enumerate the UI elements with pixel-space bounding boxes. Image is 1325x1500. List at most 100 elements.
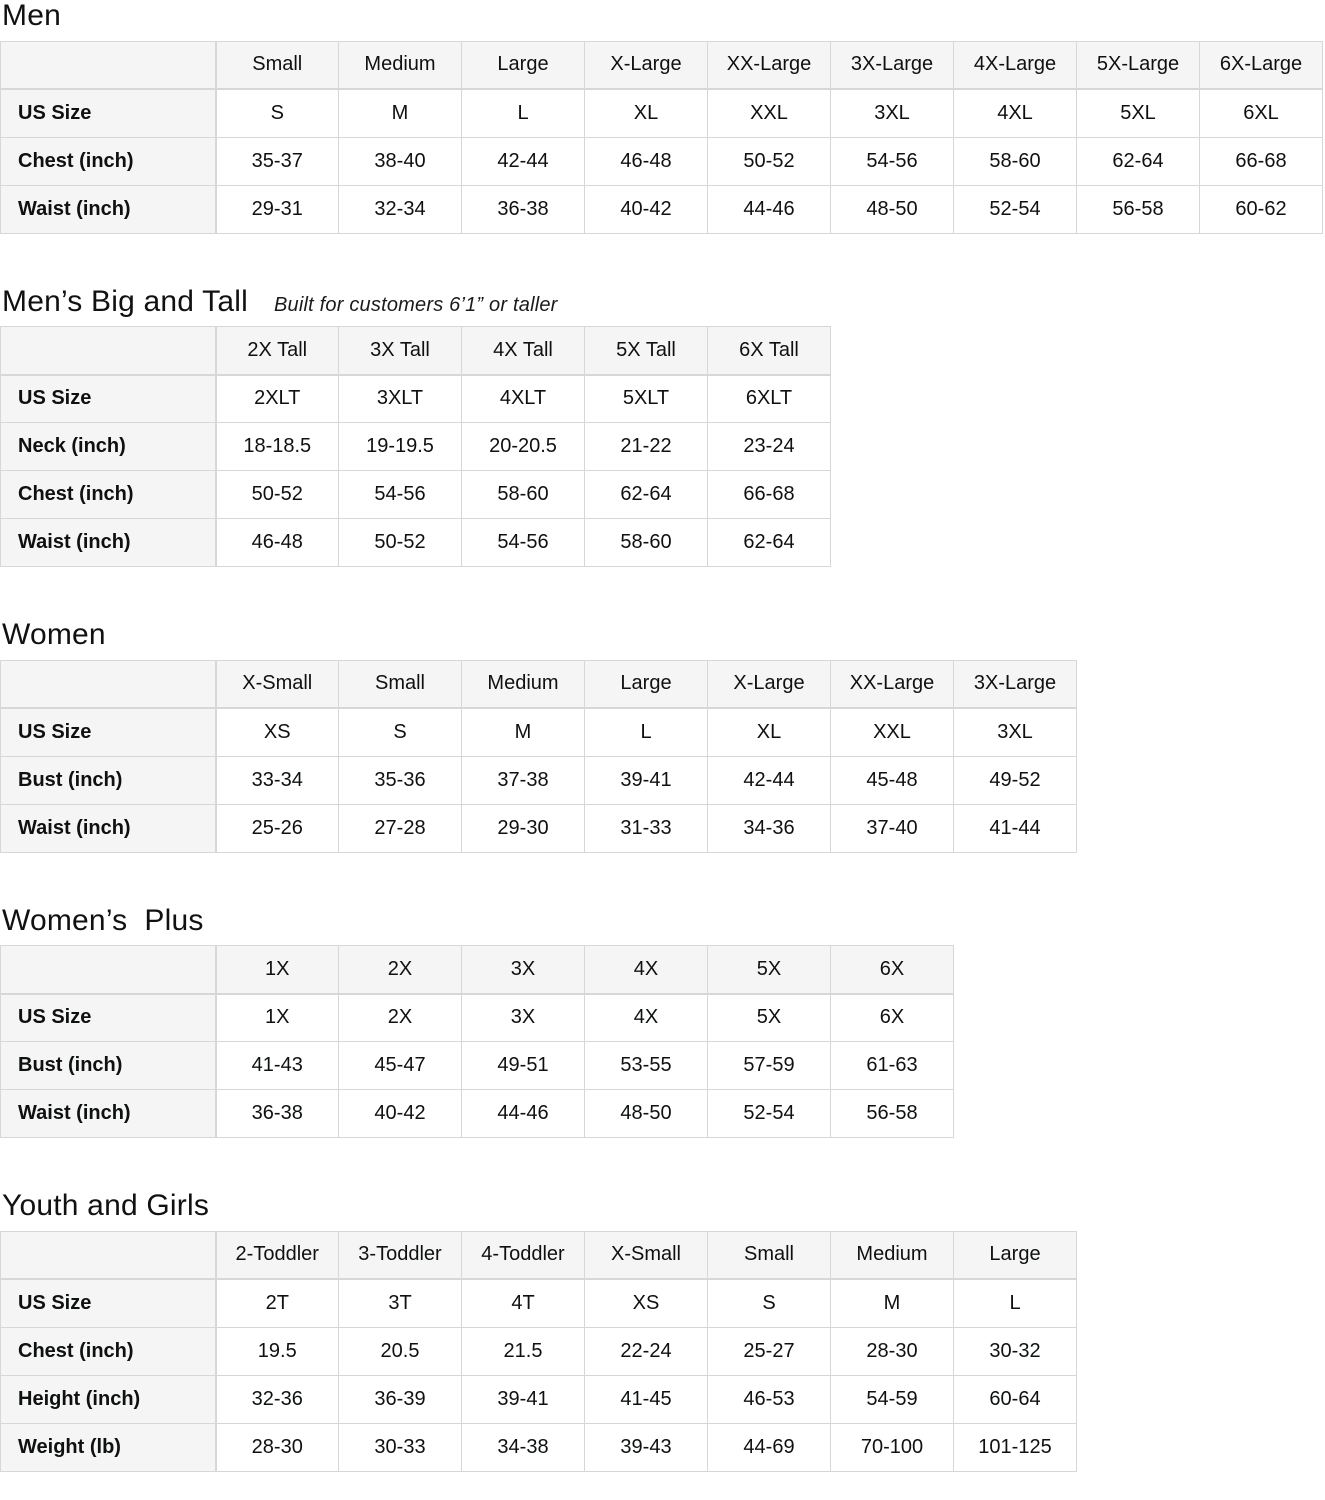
row-label: Height (inch)	[0, 1374, 217, 1424]
size-value-cell: 62-64	[584, 470, 708, 519]
size-value-cell: 2X	[338, 993, 462, 1042]
column-header: 5X Tall	[584, 326, 708, 376]
row-label: Chest (inch)	[0, 1326, 217, 1376]
row-label: Neck (inch)	[0, 422, 217, 471]
section-title-men: Men	[2, 0, 61, 32]
size-value-cell: 44-46	[707, 184, 831, 234]
size-value-cell: 3XL	[953, 707, 1077, 757]
column-header: 1X	[215, 945, 339, 995]
column-header: 6X-Large	[1199, 40, 1323, 90]
size-value-cell: 66-68	[1199, 136, 1323, 186]
size-value-cell: XL	[707, 707, 831, 757]
size-value-cell: 45-48	[830, 755, 954, 805]
size-value-cell: 101-125	[953, 1422, 1077, 1472]
section-title-youth-and-girls: Youth and Girls	[2, 1189, 210, 1222]
column-header: X-Small	[584, 1230, 708, 1280]
size-value-cell: 54-56	[461, 518, 585, 567]
size-value-cell: 62-64	[1076, 136, 1200, 186]
size-value-cell: 42-44	[461, 136, 585, 186]
size-value-cell: 49-52	[953, 755, 1077, 805]
section-heading-women: Women	[2, 619, 1325, 651]
column-header: 4-Toddler	[461, 1230, 585, 1280]
size-value-cell: 20-20.5	[461, 422, 585, 471]
table-row: Bust (inch) 41-43 45-47 49-51 53-55 57-59 61-6…	[0, 1041, 954, 1090]
table-row: US Size S M L XL XXL 3XL 4XL 5XL 6XL	[0, 88, 1323, 138]
row-label: Chest (inch)	[0, 136, 217, 186]
size-value-cell: 36-39	[338, 1374, 462, 1424]
size-value-cell: 4T	[461, 1278, 585, 1328]
size-value-cell: M	[830, 1278, 954, 1328]
size-value-cell: 46-48	[584, 136, 708, 186]
column-header: X-Small	[215, 659, 339, 709]
size-value-cell: 48-50	[584, 1089, 708, 1138]
size-value-cell: 46-48	[215, 518, 339, 567]
corner-cell	[0, 326, 217, 376]
column-header: 2X Tall	[215, 326, 339, 376]
column-header: Medium	[830, 1230, 954, 1280]
column-header: 5X	[707, 945, 831, 995]
size-value-cell: 52-54	[953, 184, 1077, 234]
size-value-cell: S	[215, 88, 339, 138]
column-header: 4X	[584, 945, 708, 995]
size-value-cell: 56-58	[1076, 184, 1200, 234]
size-table-women: X-Small Small Medium Large X-Large XX-Large 3X…	[0, 659, 1077, 853]
size-value-cell: 34-36	[707, 803, 831, 853]
size-value-cell: 27-28	[338, 803, 462, 853]
column-header: Medium	[338, 40, 462, 90]
row-label: Waist (inch)	[0, 803, 217, 853]
size-value-cell: 3X	[461, 993, 585, 1042]
size-value-cell: 58-60	[461, 470, 585, 519]
row-label: US Size	[0, 707, 217, 757]
column-header: XX-Large	[707, 40, 831, 90]
size-value-cell: 4XL	[953, 88, 1077, 138]
size-value-cell: 36-38	[215, 1089, 339, 1138]
size-value-cell: 21-22	[584, 422, 708, 471]
column-header: 3-Toddler	[338, 1230, 462, 1280]
size-value-cell: 57-59	[707, 1041, 831, 1090]
size-value-cell: 60-62	[1199, 184, 1323, 234]
size-value-cell: S	[338, 707, 462, 757]
size-value-cell: 45-47	[338, 1041, 462, 1090]
corner-cell	[0, 945, 217, 995]
row-label: Waist (inch)	[0, 518, 217, 567]
size-value-cell: 44-69	[707, 1422, 831, 1472]
size-value-cell: M	[338, 88, 462, 138]
column-header: 6X Tall	[707, 326, 831, 376]
size-value-cell: 49-51	[461, 1041, 585, 1090]
size-table-men: Small Medium Large X-Large XX-Large 3X-Large 4…	[0, 40, 1323, 234]
column-header: 3X-Large	[953, 659, 1077, 709]
table-row: Waist (inch) 25-26 27-28 29-30 31-33 34-36 37-…	[0, 803, 1077, 853]
size-value-cell: 21.5	[461, 1326, 585, 1376]
column-header: 5X-Large	[1076, 40, 1200, 90]
section-subtitle-mens-big-and-tall: Built for customers 6’1” or taller	[273, 293, 558, 316]
column-header: 2X	[338, 945, 462, 995]
column-header: Large	[584, 659, 708, 709]
section-heading-men: Men	[2, 0, 1325, 32]
size-value-cell: XS	[584, 1278, 708, 1328]
column-header: Medium	[461, 659, 585, 709]
size-value-cell: 33-34	[215, 755, 339, 805]
table-row: Weight (lb) 28-30 30-33 34-38 39-43 44-69 70-1…	[0, 1422, 1077, 1472]
size-value-cell: 39-43	[584, 1422, 708, 1472]
size-value-cell: XS	[215, 707, 339, 757]
row-label: Waist (inch)	[0, 1089, 217, 1138]
size-value-cell: 30-32	[953, 1326, 1077, 1376]
row-label: Waist (inch)	[0, 184, 217, 234]
size-value-cell: 39-41	[584, 755, 708, 805]
size-value-cell: 58-60	[584, 518, 708, 567]
size-value-cell: 32-34	[338, 184, 462, 234]
table-row: Neck (inch) 18-18.5 19-19.5 20-20.5 21-22 23-…	[0, 422, 831, 471]
header-row: 1X 2X 3X 4X 5X 6X	[0, 945, 954, 995]
column-header: X-Large	[584, 40, 708, 90]
corner-cell	[0, 40, 217, 90]
section-heading-youth-and-girls: Youth and Girls	[2, 1190, 1325, 1222]
size-value-cell: 6X	[830, 993, 954, 1042]
size-value-cell: 30-33	[338, 1422, 462, 1472]
row-label: Bust (inch)	[0, 755, 217, 805]
size-value-cell: L	[461, 88, 585, 138]
size-value-cell: XL	[584, 88, 708, 138]
header-row: 2X Tall 3X Tall 4X Tall 5X Tall 6X Tall	[0, 326, 831, 376]
size-value-cell: 25-27	[707, 1326, 831, 1376]
size-value-cell: 3XL	[830, 88, 954, 138]
